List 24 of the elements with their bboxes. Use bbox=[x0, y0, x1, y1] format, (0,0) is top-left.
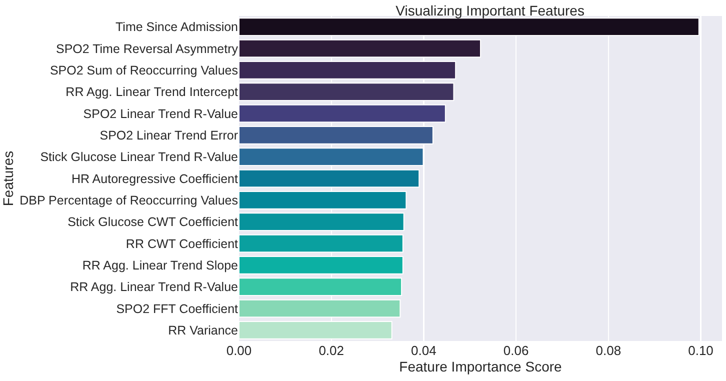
x-tick-label: 0.10 bbox=[688, 343, 714, 358]
x-tick-label: 0.06 bbox=[503, 343, 529, 358]
y-tick-label: RR Variance bbox=[168, 324, 238, 338]
y-axis-title: Features bbox=[0, 150, 16, 206]
y-tick-label: RR Agg. Linear Trend Intercept bbox=[66, 85, 239, 100]
y-tick-label: DBP Percentage of Reoccurring Values bbox=[20, 194, 238, 208]
y-tick-label: SPO2 Linear Trend R-Value bbox=[83, 106, 238, 121]
y-tick-label: SPO2 FFT Coefficient bbox=[116, 302, 239, 316]
y-tick-label: RR Agg. Linear Trend R-Value bbox=[70, 280, 238, 294]
x-tick-label: 0.04 bbox=[411, 343, 436, 358]
x-tick-label: 0.00 bbox=[226, 343, 252, 358]
chart-title: Visualizing Important Features bbox=[396, 2, 584, 19]
y-tick-label: SPO2 Sum of Reoccurring Values bbox=[50, 64, 238, 78]
y-tick-label: Time Since Admission bbox=[116, 20, 238, 34]
y-tick-label: HR Autoregressive Coefficient bbox=[71, 172, 239, 186]
y-tick-label: Stick Glucose Linear Trend R-Value bbox=[40, 150, 238, 164]
y-tick-label: RR CWT Coefficient bbox=[126, 236, 239, 251]
x-axis-title: Feature Importance Score bbox=[399, 358, 562, 374]
x-tick-label: 0.02 bbox=[318, 343, 344, 358]
x-tick-label: 0.08 bbox=[596, 343, 622, 358]
y-tick-label: SPO2 Linear Trend Error bbox=[100, 128, 238, 143]
y-tick-label: Stick Glucose CWT Coefficient bbox=[68, 215, 239, 230]
y-tick-label: RR Agg. Linear Trend Slope bbox=[82, 258, 238, 273]
y-tick-label: SPO2 Time Reversal Asymmetry bbox=[56, 42, 239, 56]
